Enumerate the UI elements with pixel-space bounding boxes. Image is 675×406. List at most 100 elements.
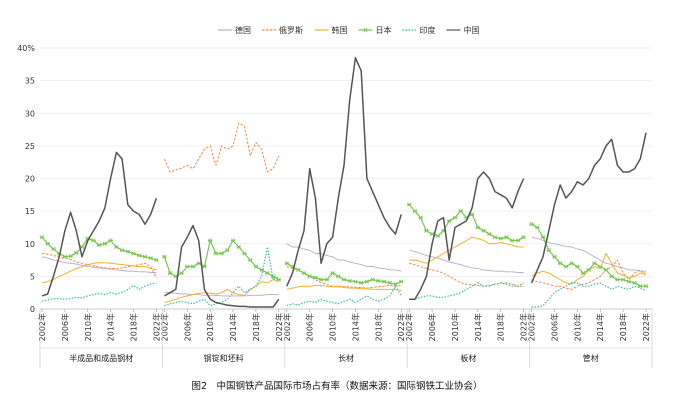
data-point [324,277,330,282]
data-point [492,235,498,240]
x-tick-label: 2022年 [274,313,284,341]
data-point [381,279,387,284]
legend-label: 俄罗斯 [279,25,303,35]
panel-3 [284,57,404,307]
legend-item-日本: 日本 [358,25,392,35]
legend-label: 韩国 [332,25,348,35]
data-point [458,209,463,214]
y-tick-label: 25 [25,142,35,151]
data-point [142,254,148,259]
data-point [626,279,632,284]
figure-caption: 图2 中国钢铁产品国际市场占有率（数据来源：国际钢铁工业协会） [191,380,482,392]
category-label: 管材 [583,353,599,363]
data-point [418,215,423,220]
legend-item-韩国: 韩国 [314,25,348,35]
data-point [399,279,404,284]
y-tick-label: 5 [30,272,35,281]
data-point [131,251,136,256]
data-point [242,251,247,256]
data-point [341,277,347,282]
x-tick-label: 2014年 [595,313,605,341]
x-tick-label: 2018年 [129,313,139,341]
data-point [452,215,458,220]
x-tick-label: 2002年 [527,313,537,341]
data-point [313,275,318,280]
data-point [535,225,540,230]
data-point [207,238,213,243]
data-point [586,267,591,272]
x-tick-label: 2018年 [618,313,628,341]
legend-marker [363,27,368,33]
category-label: 钢锭和坯料 [204,353,244,363]
data-point [301,270,307,276]
data-point [51,246,56,252]
data-point [609,274,614,279]
x-tick-label: 2022年 [151,313,161,341]
data-point [137,253,142,258]
data-point [62,254,68,259]
data-point [91,238,96,243]
data-point [114,244,119,250]
data-point [276,277,281,282]
y-tick-label: 10 [25,240,35,249]
series-line-德国 [164,292,279,297]
data-point [563,264,569,269]
data-point [148,255,153,261]
data-point [643,284,649,289]
data-point [202,264,207,269]
data-point [620,277,626,282]
x-tick-label: 2002年 [37,313,47,341]
series-line-印度 [531,282,647,308]
data-point [529,222,534,227]
y-tick-label: 30 [25,109,35,118]
chart-legend: 德国 俄罗斯 韩国 日本 印度 中国 [218,25,480,35]
x-tick-label: 2010年 [205,313,215,341]
x-tick-label: 2014年 [106,313,116,341]
series-line-德国 [286,243,402,272]
x-tick-label: 2018年 [373,313,383,341]
x-tick-label: 2022年 [641,313,651,341]
data-point [475,225,481,230]
x-tick-label: 2006年 [549,313,559,341]
series-line-韩国 [531,253,646,285]
data-point [347,278,352,284]
legend-label: 日本 [376,25,392,35]
x-tick-label: 2014年 [350,313,360,341]
data-point [540,235,546,240]
y-tick-label: 15 [25,207,35,216]
data-point [102,241,108,246]
data-point [370,277,375,282]
panel-5 [529,132,649,308]
data-point [575,264,580,269]
data-point [412,209,418,214]
panel-1 [39,151,159,302]
series-line-印度 [41,282,157,302]
x-tick-label: 2010年 [83,313,93,341]
x-tick-label: 2002年 [159,313,169,341]
data-point [190,264,196,269]
data-point [498,236,503,241]
data-point [447,218,452,224]
y-tick-label: 35 [25,77,35,86]
data-point [424,228,429,233]
series-line-印度 [409,282,524,300]
data-point [598,264,603,269]
series-line-中国 [164,224,280,308]
data-point [154,257,159,263]
series-line-韩国 [41,262,157,284]
x-tick-label: 2010年 [328,313,338,341]
legend-label: 印度 [420,25,436,35]
data-point [353,279,358,284]
data-point [330,270,335,276]
category-label: 板材 [460,353,476,363]
data-point [39,235,45,240]
category-label: 半成品和成品钢材 [69,353,133,363]
data-point [569,261,574,266]
data-point [580,270,586,276]
data-point [125,249,130,254]
x-tick-label: 2006年 [60,313,70,341]
series-line-韩国 [286,285,402,292]
x-tick-label: 2006年 [182,313,192,341]
data-point [336,274,341,279]
data-point [307,274,312,279]
